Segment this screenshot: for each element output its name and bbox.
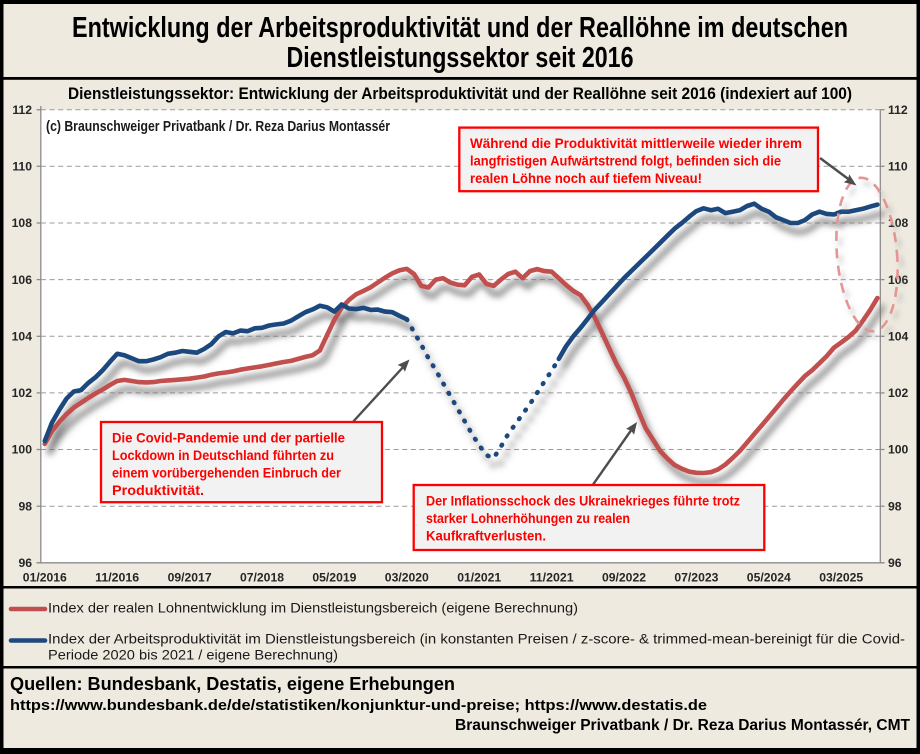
svg-text:102: 102 (888, 386, 909, 400)
svg-text:langfristigen Aufwärtstrend fo: langfristigen Aufwärtstrend folgt, befin… (470, 154, 781, 169)
svg-text:104: 104 (12, 330, 33, 344)
svg-text:Kaufkraftverlusten.: Kaufkraftverlusten. (426, 529, 546, 544)
svg-text:106: 106 (888, 273, 909, 287)
svg-text:einem vorübergehenden Einbruch: einem vorübergehenden Einbruch der (112, 466, 342, 481)
svg-text:Entwicklung der Arbeitsprodukt: Entwicklung der Arbeitsproduktivität und… (72, 12, 848, 44)
svg-text:Index der Arbeitsproduktivität: Index der Arbeitsproduktivität im Dienst… (48, 632, 905, 647)
svg-text:starker Lohnerhöhungen zu real: starker Lohnerhöhungen zu realen (426, 511, 630, 526)
svg-text:01/2016: 01/2016 (23, 571, 67, 585)
svg-text:98: 98 (888, 499, 902, 513)
svg-text:(c) Braunschweiger Privatbank: (c) Braunschweiger Privatbank / Dr. Reza… (46, 119, 390, 135)
svg-text:108: 108 (888, 216, 909, 230)
svg-text:Periode 2020 bis 2021 / eigene: Periode 2020 bis 2021 / eigene Berechnun… (48, 648, 338, 663)
svg-text:Quellen: Bundesbank, Destatis,: Quellen: Bundesbank, Destatis, eigene Er… (10, 673, 455, 694)
svg-text:05/2019: 05/2019 (312, 571, 356, 585)
svg-text:https://www.bundesbank.de/de/s: https://www.bundesbank.de/de/statistiken… (10, 697, 707, 714)
svg-text:100: 100 (12, 443, 33, 457)
svg-text:Der Inflationsschock des Ukrai: Der Inflationsschock des Ukrainekrieges … (426, 494, 740, 509)
svg-text:106: 106 (12, 273, 33, 287)
svg-text:03/2020: 03/2020 (385, 571, 429, 585)
svg-text:09/2017: 09/2017 (168, 571, 212, 585)
svg-text:09/2022: 09/2022 (602, 571, 646, 585)
svg-text:100: 100 (888, 443, 909, 457)
svg-text:108: 108 (12, 216, 33, 230)
svg-text:98: 98 (18, 499, 32, 513)
svg-text:Lockdown in Deutschland führte: Lockdown in Deutschland führten zu (112, 448, 334, 463)
svg-text:01/2021: 01/2021 (457, 571, 501, 585)
svg-text:11/2016: 11/2016 (95, 571, 139, 585)
svg-text:104: 104 (888, 330, 909, 344)
svg-text:07/2018: 07/2018 (240, 571, 284, 585)
svg-text:05/2024: 05/2024 (747, 571, 791, 585)
svg-text:112: 112 (12, 103, 32, 117)
svg-text:102: 102 (12, 386, 33, 400)
svg-text:112: 112 (888, 103, 908, 117)
svg-text:Index der realen Lohnentwicklu: Index der realen Lohnentwicklung im Dien… (48, 601, 578, 616)
svg-text:Dienstleistungssektor seit 201: Dienstleistungssektor seit 2016 (287, 42, 634, 74)
svg-text:realen Löhne noch auf tiefem N: realen Löhne noch auf tiefem Niveau! (470, 171, 702, 186)
svg-text:Die Covid-Pandemie und der par: Die Covid-Pandemie und der partielle (112, 431, 345, 446)
svg-text:110: 110 (888, 160, 908, 174)
svg-text:Während die Produktivität mit: Während die Produktivität mittlerweile w… (470, 136, 802, 151)
svg-text:Produktivität.: Produktivität. (112, 483, 204, 498)
svg-text:110: 110 (12, 160, 32, 174)
svg-text:11/2021: 11/2021 (530, 571, 574, 585)
svg-text:03/2025: 03/2025 (819, 571, 863, 585)
svg-text:Dienstleistungssektor: Entwick: Dienstleistungssektor: Entwicklung der A… (68, 85, 852, 103)
svg-text:96: 96 (18, 556, 32, 570)
svg-text:Braunschweiger Privatbank / Dr: Braunschweiger Privatbank / Dr. Reza Dar… (455, 717, 911, 734)
svg-text:96: 96 (888, 556, 902, 570)
svg-text:07/2023: 07/2023 (674, 571, 718, 585)
